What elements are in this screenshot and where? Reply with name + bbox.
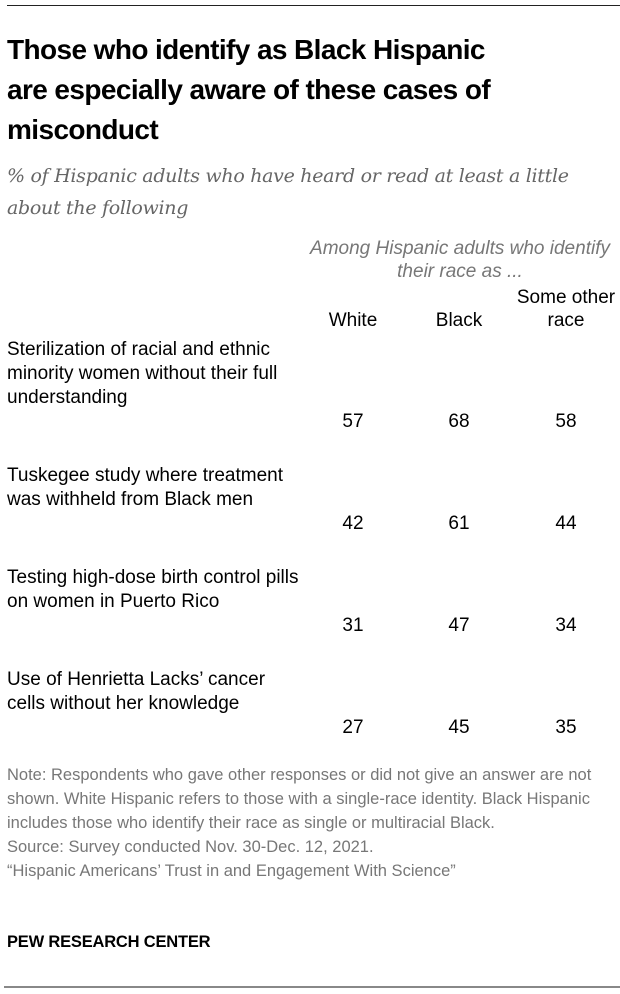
table-cell-value: 42 — [342, 513, 364, 534]
table-cell-value: 45 — [448, 717, 470, 738]
table-cell-value: 34 — [555, 615, 577, 636]
table-cell-value: 31 — [342, 615, 364, 636]
pew-logo: PEW RESEARCH CENTER — [7, 933, 211, 951]
row-label: Tuskegee study where treatment was withh… — [7, 465, 283, 510]
title-line: Those who identify as Black Hispanic — [7, 34, 485, 65]
table-cell-value: 61 — [448, 513, 470, 534]
title-line: misconduct — [7, 114, 159, 145]
chart-title: Those who identify as Black Hispanic are… — [7, 30, 491, 150]
row-label: Sterilization of racial and ethnic minor… — [7, 339, 278, 408]
chart-subtitle: % of Hispanic adults who have heard or r… — [7, 165, 569, 219]
table-cell-value: 27 — [342, 717, 364, 738]
table-cell-value: 68 — [448, 411, 470, 432]
table-cell-value: 57 — [342, 411, 364, 432]
bottom-rule — [4, 986, 620, 988]
title-line: are especially aware of these cases of — [7, 74, 491, 105]
table-cell-value: 35 — [555, 717, 577, 738]
column-header-black: Black — [435, 310, 483, 331]
column-header-other: Some other race — [516, 287, 616, 331]
table-cell-value: 58 — [555, 411, 577, 432]
row-label: Use of Henrietta Lacks’ cancer cells wit… — [7, 669, 266, 714]
row-label: Testing high-dose birth control pills on… — [7, 567, 299, 612]
column-header-white: White — [328, 310, 378, 331]
report-title: “Hispanic Americans’ Trust in and Engage… — [7, 862, 456, 880]
top-rule — [7, 5, 620, 6]
table-cell-value: 47 — [448, 615, 470, 636]
chart-notes: Note: Respondents who gave other respons… — [7, 763, 612, 883]
note-text: Note: Respondents who gave other respons… — [7, 766, 592, 832]
column-group-label: Among Hispanic adults who identify their… — [310, 238, 610, 282]
table-cell-value: 44 — [555, 513, 577, 534]
source-text: Source: Survey conducted Nov. 30-Dec. 12… — [7, 838, 374, 856]
